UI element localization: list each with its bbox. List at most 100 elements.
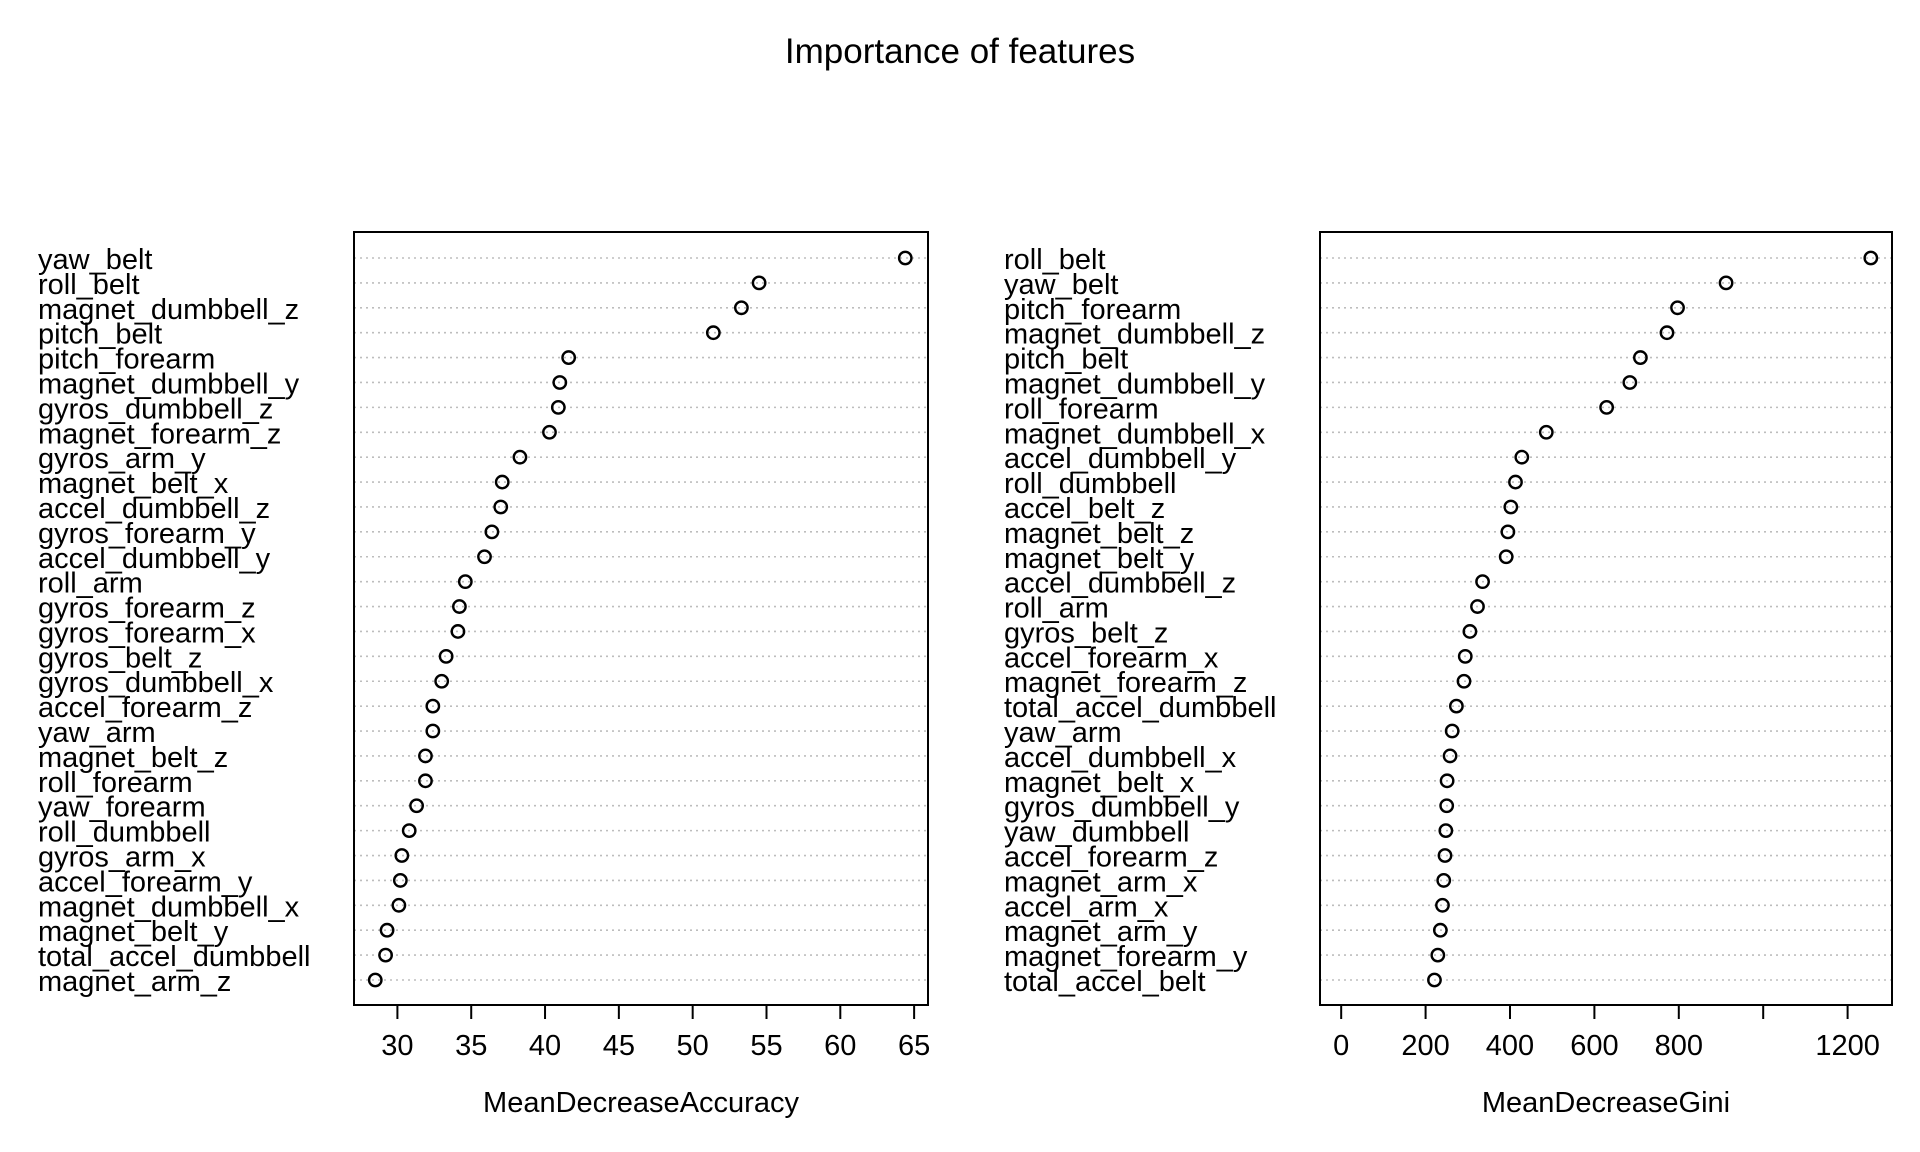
data-point [401,823,417,839]
category-label: magnet_arm_x [1004,866,1198,898]
data-point [751,275,767,291]
data-point [1438,823,1454,839]
category-label: total_accel_belt [1004,966,1206,998]
x-tick-label: 35 [455,1030,487,1062]
category-label: gyros_forearm_y [38,518,256,550]
category-label: magnet_forearm_y [1004,941,1248,973]
category-label: yaw_arm [38,717,156,749]
x-tick-label: 45 [603,1030,635,1062]
category-label: gyros_arm_x [38,842,206,874]
x-tick-label: 1200 [1815,1030,1880,1062]
data-point [552,375,568,390]
x-tick-label: 60 [824,1030,856,1062]
data-point [1599,399,1615,415]
category-label: magnet_arm_z [38,966,231,998]
category-label: accel_forearm_z [1004,842,1218,874]
category-label: pitch_belt [1004,344,1128,376]
category-label: magnet_belt_x [38,468,229,500]
category-label: magnet_arm_y [1004,916,1198,948]
data-point [550,399,566,415]
category-label: roll_dumbbell [1004,468,1177,500]
data-point [1508,474,1523,490]
plot-frame [1319,231,1893,1006]
x-tick-label: 50 [677,1030,709,1062]
data-point [1514,449,1530,465]
data-point [1470,599,1485,614]
data-point [494,474,510,490]
data-point [1498,549,1514,565]
data-point [1436,873,1452,888]
category-label: gyros_arm_y [38,443,206,475]
category-label: accel_dumbbell_z [1004,568,1236,600]
data-point [367,972,383,988]
category-label: roll_dumbbell [38,817,211,849]
data-point [477,549,492,565]
data-point [1632,350,1648,365]
category-label: magnet_dumbbell_x [38,891,300,923]
category-label: magnet_belt_x [1004,767,1195,799]
category-label: gyros_forearm_x [38,617,256,649]
data-point [1430,947,1446,963]
data-point [418,748,433,764]
data-point [457,574,473,590]
category-label: accel_dumbbell_y [38,543,271,575]
data-point [1435,897,1450,913]
category-label: magnet_belt_z [1004,518,1194,550]
data-point [1444,723,1460,739]
category-label: gyros_dumbbell_z [38,393,273,425]
data-point [391,897,407,913]
category-label: total_accel_dumbbell [1004,692,1276,724]
accuracy-panel: yaw_beltroll_beltmagnet_dumbbell_zpitch_… [38,231,930,1119]
data-point [1432,922,1448,938]
data-point [425,698,441,714]
category-label: pitch_forearm [1004,294,1181,326]
x-tick-label: 200 [1401,1030,1449,1062]
data-point [1439,773,1455,789]
data-point [897,250,913,266]
x-axis-label: MeanDecreaseGini [1482,1087,1730,1119]
category-label: gyros_dumbbell_y [1004,792,1240,824]
data-point [733,300,749,316]
data-point [542,424,557,440]
data-point [705,325,721,341]
category-label: roll_forearm [1004,393,1159,425]
category-label: total_accel_dumbbell [38,941,310,973]
category-label: pitch_belt [38,319,162,351]
category-label: accel_forearm_y [38,866,253,898]
category-label: gyros_forearm_z [38,593,256,625]
category-label: accel_arm_x [1004,891,1169,923]
data-point [1457,648,1473,664]
data-point [1538,424,1554,440]
plot-frame [353,231,929,1006]
data-point [1427,972,1442,988]
data-point [438,648,454,664]
data-point [434,673,450,689]
data-point [1670,300,1685,316]
category-label: magnet_dumbbell_x [1004,418,1266,450]
category-label: magnet_forearm_z [38,418,281,450]
category-label: accel_dumbbell_z [38,493,270,525]
data-point [493,499,509,515]
data-point [1503,499,1519,515]
data-point [1622,375,1638,390]
category-label: accel_forearm_z [38,692,252,724]
data-point [1442,748,1458,764]
category-label: roll_arm [1004,593,1109,625]
data-point [392,873,408,888]
figure-title: Importance of features [784,32,1136,71]
category-label: roll_forearm [38,767,193,799]
data-point [1456,673,1472,689]
data-point [484,524,500,540]
x-tick-label: 30 [381,1030,413,1062]
category-label: gyros_belt_z [38,642,202,674]
data-point [418,773,433,789]
data-point [561,350,577,365]
category-label: magnet_belt_y [38,916,229,948]
category-label: magnet_belt_y [1004,543,1195,575]
category-label: magnet_dumbbell_z [38,294,299,326]
data-point [1863,250,1879,266]
x-tick-label: 600 [1570,1030,1618,1062]
category-label: accel_dumbbell_y [1004,443,1237,475]
category-label: gyros_belt_z [1004,617,1168,649]
